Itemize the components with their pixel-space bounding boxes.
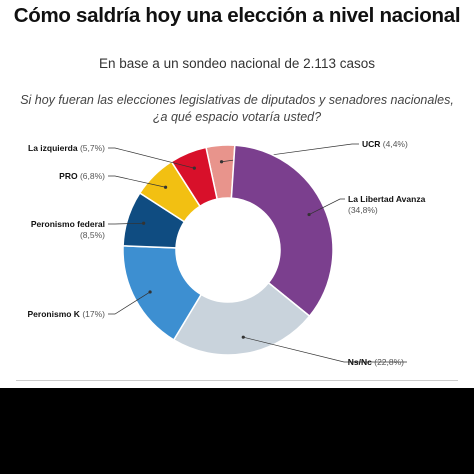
leader-dot-ns-nc [241, 335, 245, 339]
slice-label-ucr: UCR (4,4%) [362, 139, 408, 149]
slice-label-pro: PRO (6,8%) [59, 171, 105, 181]
slice-label-value: (4,4%) [380, 139, 408, 149]
slice-label-value: (6,8%) [78, 171, 106, 181]
slice-label-name: PRO [59, 171, 78, 181]
donut-slice-ns-nc [172, 281, 311, 356]
chart-title: Cómo saldría hoy una elección a nivel na… [13, 4, 461, 27]
slice-label-value: (34,8%) [348, 205, 378, 215]
slice-label-value: (22,8%) [372, 357, 404, 367]
donut-slice-la-libertad-avanza [230, 144, 334, 318]
chart-subtitle: En base a un sondeo nacional de 2.113 ca… [99, 56, 375, 71]
leader-dot-pro [163, 185, 168, 189]
slice-label-name: Peronismo federal [31, 219, 105, 229]
slice-label-name: La izquierda [28, 143, 78, 153]
leader-dot-la-libertad-avanza [307, 212, 311, 217]
slice-label-name: Peronismo K [28, 309, 81, 319]
slice-label-name: La Libertad Avanza [348, 194, 426, 204]
leader-line-ns-nc [243, 336, 407, 363]
leader-dot-la-izquierda [192, 166, 196, 170]
chart-page: Cómo saldría hoy una elección a nivel na… [0, 0, 474, 388]
slice-label-value: (8,5%) [80, 230, 105, 240]
slice-label-name: UCR [362, 139, 380, 149]
donut-chart: UCR (4,4%) La Libertad Avanza (34,8%) Ns/Nc… [28, 139, 426, 367]
leader-line-la-libertad-avanza [308, 198, 345, 215]
leader-dot-ucr [219, 160, 224, 164]
slice-label-la-libertad-avanza: La Libertad Avanza (34,8%) [348, 194, 426, 215]
leader-line-peronismo-k [108, 291, 151, 315]
slice-label-la-izquierda: La izquierda (5,7%) [28, 143, 105, 153]
leader-dot-peronismo-k [148, 290, 152, 294]
slice-label-value: (5,7%) [78, 143, 106, 153]
slice-label-peronismo-federal: Peronismo federal (8,5%) [31, 219, 105, 240]
slice-label-name: Ns/Nc [348, 357, 372, 367]
slice-label-value: (17%) [80, 309, 105, 319]
donut-slice-la-izquierda [170, 146, 218, 208]
leader-line-pro [108, 175, 166, 188]
leader-line-la-izquierda [108, 147, 195, 169]
leader-line-peronismo-federal [108, 222, 144, 225]
survey-question: Si hoy fueran las elecciones legislativa… [20, 93, 454, 124]
footer-divider [16, 380, 458, 381]
leader-dot-peronismo-federal [142, 221, 146, 225]
slice-label-peronismo-k: Peronismo K (17%) [28, 309, 106, 319]
slice-label-ns-nc: Ns/Nc (22,8%) [348, 357, 404, 367]
